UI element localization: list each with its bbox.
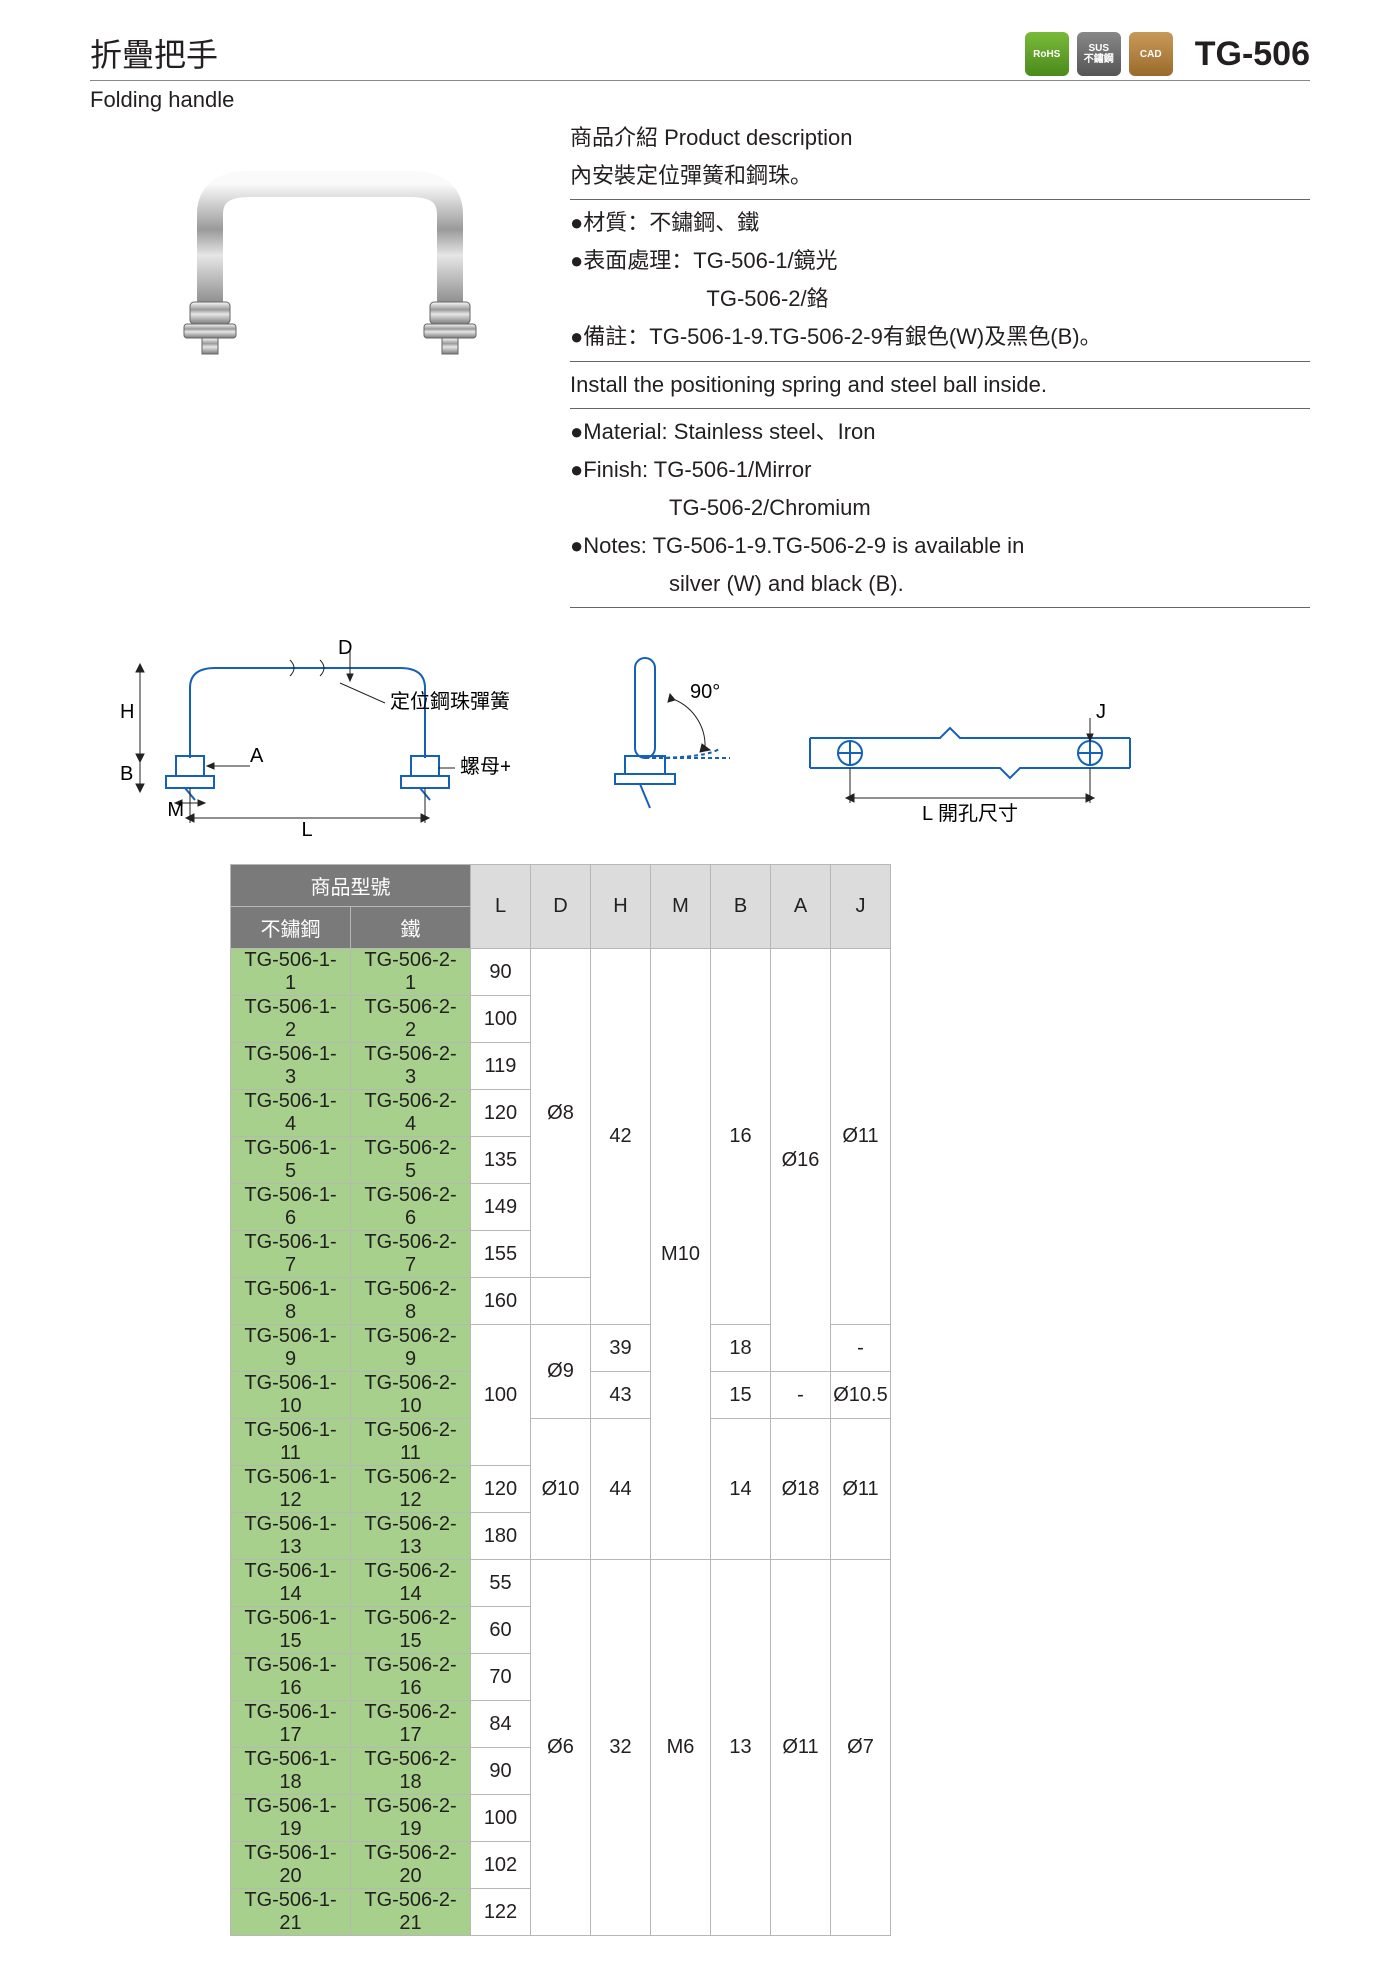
label-angle: 90° <box>690 681 720 703</box>
product-description: 商品介紹 Product description 內安裝定位彈簧和鋼珠。 材質：… <box>570 119 1310 612</box>
desc-cn-finish1: 表面處理：TG-506-1/鏡光 <box>570 242 1310 280</box>
th-model: 商品型號 <box>231 865 471 907</box>
desc-cn-install: 內安裝定位彈簧和鋼珠。 <box>570 157 1310 195</box>
title-en: Folding handle <box>90 87 1310 113</box>
th-A: A <box>771 865 831 949</box>
diagram-mount: J L 開孔尺寸 <box>790 688 1170 844</box>
label-hole: L 開孔尺寸 <box>922 802 1018 825</box>
th-M: M <box>651 865 711 949</box>
desc-cn-notes: 備註：TG-506-1-9.TG-506-2-9有銀色(W)及黑色(B)。 <box>570 318 1310 356</box>
product-photo <box>90 119 570 399</box>
desc-en-notes1: Notes: TG-506-1-9.TG-506-2-9 is availabl… <box>570 527 1310 565</box>
th-L: L <box>471 865 531 949</box>
table-row: TG-506-1-1 TG-506-2-1 90 Ø8 42 M10 16 Ø1… <box>231 949 891 996</box>
label-B: B <box>120 763 133 785</box>
table-row: TG-506-1-14TG-506-2-14 55 Ø6 32 M6 13 Ø1… <box>231 1560 891 1607</box>
upper-block: 商品介紹 Product description 內安裝定位彈簧和鋼珠。 材質：… <box>90 119 1310 612</box>
label-A: A <box>250 745 264 767</box>
header-right: RoHS SUS 不鏽鋼 CAD TG-506 <box>1025 32 1310 76</box>
label-H: H <box>120 701 134 723</box>
sus-badge-icon: SUS 不鏽鋼 <box>1077 32 1121 76</box>
title-cn: 折疊把手 <box>90 30 218 76</box>
diagram-side: 90° <box>540 638 760 844</box>
spec-table: 商品型號 L D H M B A J 不鏽鋼 鐵 TG-506-1-1 TG-5… <box>230 864 891 1936</box>
label-M: M <box>167 799 184 821</box>
desc-en-material: Material: Stainless steel、Iron <box>570 413 1310 451</box>
cad-badge-icon: CAD <box>1129 32 1173 76</box>
diagram-front: H B M L D A 定位鋼珠彈簧 螺母+彈墊 <box>90 638 510 844</box>
th-H: H <box>591 865 651 949</box>
th-D: D <box>531 865 591 949</box>
rohs-badge-icon: RoHS <box>1025 32 1069 76</box>
th-ss: 不鏽鋼 <box>231 907 351 949</box>
page-header: 折疊把手 RoHS SUS 不鏽鋼 CAD TG-506 <box>90 30 1310 81</box>
desc-en-finish2: TG-506-2/Chromium <box>570 489 1310 527</box>
desc-en-notes2: silver (W) and black (B). <box>570 565 1310 603</box>
desc-cn-material: 材質：不鏽鋼、鐵 <box>570 204 1310 242</box>
desc-en-finish1: Finish: TG-506-1/Mirror <box>570 451 1310 489</box>
th-B: B <box>711 865 771 949</box>
product-code: TG-506 <box>1195 35 1310 74</box>
label-spring: 定位鋼珠彈簧 <box>390 690 510 713</box>
table-row: TG-506-1-11TG-506-2-11 Ø10 44 14 Ø18 Ø11 <box>231 1419 891 1466</box>
spec-tbody: TG-506-1-1 TG-506-2-1 90 Ø8 42 M10 16 Ø1… <box>231 949 891 1936</box>
desc-heading: 商品介紹 Product description <box>570 119 1310 157</box>
label-D: D <box>338 638 352 659</box>
th-iron: 鐵 <box>351 907 471 949</box>
label-J: J <box>1096 701 1106 723</box>
desc-en-install: Install the positioning spring and steel… <box>570 366 1310 404</box>
label-nut: 螺母+彈墊 <box>460 755 510 778</box>
label-L: L <box>301 819 312 838</box>
th-J: J <box>831 865 891 949</box>
desc-cn-finish2: TG-506-2/鉻 <box>570 280 1310 318</box>
diagram-row: H B M L D A 定位鋼珠彈簧 螺母+彈墊 <box>90 638 1310 844</box>
